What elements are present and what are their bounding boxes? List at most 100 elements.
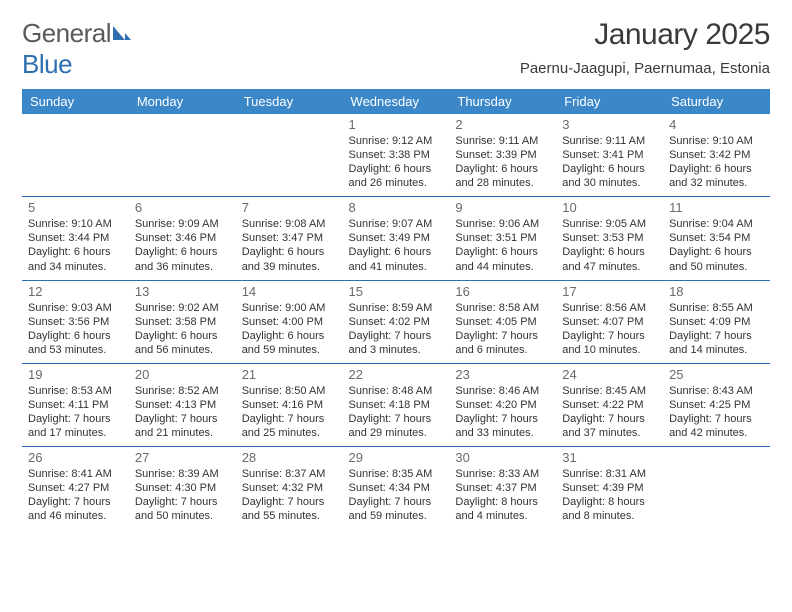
day-detail-sunrise: Sunrise: 9:06 AM [455,217,550,231]
day-detail-d2: and 44 minutes. [455,260,550,274]
day-detail-sunset: Sunset: 3:39 PM [455,148,550,162]
day-detail-d2: and 6 minutes. [455,343,550,357]
day-number: 4 [669,117,764,132]
day-detail-d1: Daylight: 6 hours [242,245,337,259]
calendar-table: SundayMondayTuesdayWednesdayThursdayFrid… [22,89,770,530]
calendar-cell: 26Sunrise: 8:41 AMSunset: 4:27 PMDayligh… [22,447,129,530]
day-detail-sunrise: Sunrise: 8:46 AM [455,384,550,398]
day-detail-sunrise: Sunrise: 8:37 AM [242,467,337,481]
calendar-cell: 27Sunrise: 8:39 AMSunset: 4:30 PMDayligh… [129,447,236,530]
day-detail-d2: and 34 minutes. [28,260,123,274]
day-number: 28 [242,450,337,465]
calendar-cell: 13Sunrise: 9:02 AMSunset: 3:58 PMDayligh… [129,280,236,363]
weekday-header: Friday [556,89,663,114]
day-number: 2 [455,117,550,132]
day-detail-d2: and 39 minutes. [242,260,337,274]
day-detail-sunset: Sunset: 4:09 PM [669,315,764,329]
day-detail-sunset: Sunset: 4:20 PM [455,398,550,412]
day-detail-d2: and 25 minutes. [242,426,337,440]
calendar-cell: 5Sunrise: 9:10 AMSunset: 3:44 PMDaylight… [22,197,129,280]
day-detail-d1: Daylight: 8 hours [455,495,550,509]
weekday-header: Sunday [22,89,129,114]
day-detail-sunset: Sunset: 4:27 PM [28,481,123,495]
day-detail-d1: Daylight: 6 hours [242,329,337,343]
day-detail-d1: Daylight: 7 hours [669,329,764,343]
day-detail-d2: and 36 minutes. [135,260,230,274]
logo-text: GeneralBlue [22,18,133,80]
day-number: 15 [349,284,444,299]
calendar-cell [22,114,129,197]
day-detail-d2: and 46 minutes. [28,509,123,523]
day-detail-d1: Daylight: 7 hours [562,412,657,426]
day-detail-sunset: Sunset: 3:41 PM [562,148,657,162]
day-detail-sunset: Sunset: 4:30 PM [135,481,230,495]
day-detail-d1: Daylight: 6 hours [349,162,444,176]
calendar-cell: 21Sunrise: 8:50 AMSunset: 4:16 PMDayligh… [236,363,343,446]
day-detail-sunset: Sunset: 4:07 PM [562,315,657,329]
day-detail-d2: and 8 minutes. [562,509,657,523]
day-detail-d2: and 59 minutes. [349,509,444,523]
day-detail-d2: and 32 minutes. [669,176,764,190]
calendar-cell: 29Sunrise: 8:35 AMSunset: 4:34 PMDayligh… [343,447,450,530]
sail-icon [111,18,133,49]
day-detail-d2: and 47 minutes. [562,260,657,274]
day-detail-sunrise: Sunrise: 9:07 AM [349,217,444,231]
day-number: 17 [562,284,657,299]
calendar-cell: 30Sunrise: 8:33 AMSunset: 4:37 PMDayligh… [449,447,556,530]
calendar-cell: 23 Sunrise: 8:46 AMSunset: 4:20 PMDayligh… [449,363,556,446]
day-detail-d1: Daylight: 7 hours [242,412,337,426]
day-detail-d2: and 10 minutes. [562,343,657,357]
calendar-cell: 25Sunrise: 8:43 AMSunset: 4:25 PMDayligh… [663,363,770,446]
day-detail-sunrise: Sunrise: 8:48 AM [349,384,444,398]
calendar-cell: 17Sunrise: 8:56 AMSunset: 4:07 PMDayligh… [556,280,663,363]
day-detail-sunrise: Sunrise: 9:00 AM [242,301,337,315]
day-detail-d1: Daylight: 7 hours [455,329,550,343]
day-detail-sunset: Sunset: 4:05 PM [455,315,550,329]
day-number: 21 [242,367,337,382]
day-number: 25 [669,367,764,382]
calendar-cell: 11Sunrise: 9:04 AMSunset: 3:54 PMDayligh… [663,197,770,280]
calendar-cell [663,447,770,530]
day-detail-d1: Daylight: 6 hours [455,162,550,176]
calendar-cell: 8Sunrise: 9:07 AMSunset: 3:49 PMDaylight… [343,197,450,280]
day-detail-sunrise: Sunrise: 8:56 AM [562,301,657,315]
day-detail-d1: Daylight: 6 hours [562,162,657,176]
day-number: 10 [562,200,657,215]
calendar-week-row: 26Sunrise: 8:41 AMSunset: 4:27 PMDayligh… [22,447,770,530]
day-number: 23 [455,367,550,382]
day-detail-sunrise: Sunrise: 8:35 AM [349,467,444,481]
day-detail-d1: Daylight: 7 hours [455,412,550,426]
calendar-cell: 22Sunrise: 8:48 AMSunset: 4:18 PMDayligh… [343,363,450,446]
calendar-cell: 20Sunrise: 8:52 AMSunset: 4:13 PMDayligh… [129,363,236,446]
day-number: 31 [562,450,657,465]
day-detail-d1: Daylight: 6 hours [135,245,230,259]
day-detail-sunrise: Sunrise: 8:31 AM [562,467,657,481]
day-detail-d2: and 17 minutes. [28,426,123,440]
day-detail-sunrise: Sunrise: 8:41 AM [28,467,123,481]
day-detail-sunrise: Sunrise: 9:03 AM [28,301,123,315]
calendar-cell: 28Sunrise: 8:37 AMSunset: 4:32 PMDayligh… [236,447,343,530]
day-detail-d1: Daylight: 7 hours [669,412,764,426]
day-detail-sunset: Sunset: 4:32 PM [242,481,337,495]
day-number: 7 [242,200,337,215]
day-number: 14 [242,284,337,299]
day-number: 19 [28,367,123,382]
calendar-cell: 6Sunrise: 9:09 AMSunset: 3:46 PMDaylight… [129,197,236,280]
calendar-cell: 31Sunrise: 8:31 AMSunset: 4:39 PMDayligh… [556,447,663,530]
day-detail-sunset: Sunset: 3:47 PM [242,231,337,245]
day-detail-sunset: Sunset: 3:54 PM [669,231,764,245]
day-detail-sunset: Sunset: 3:42 PM [669,148,764,162]
day-detail-d2: and 56 minutes. [135,343,230,357]
logo: GeneralBlue [22,18,133,80]
calendar-cell: 4Sunrise: 9:10 AMSunset: 3:42 PMDaylight… [663,114,770,197]
day-detail-d2: and 21 minutes. [135,426,230,440]
calendar-cell: 2Sunrise: 9:11 AMSunset: 3:39 PMDaylight… [449,114,556,197]
day-number: 3 [562,117,657,132]
day-detail-sunset: Sunset: 3:56 PM [28,315,123,329]
day-detail-d2: and 59 minutes. [242,343,337,357]
day-detail-sunrise: Sunrise: 9:08 AM [242,217,337,231]
day-number: 9 [455,200,550,215]
day-detail-d1: Daylight: 6 hours [349,245,444,259]
day-detail-d1: Daylight: 6 hours [135,329,230,343]
day-detail-d2: and 30 minutes. [562,176,657,190]
